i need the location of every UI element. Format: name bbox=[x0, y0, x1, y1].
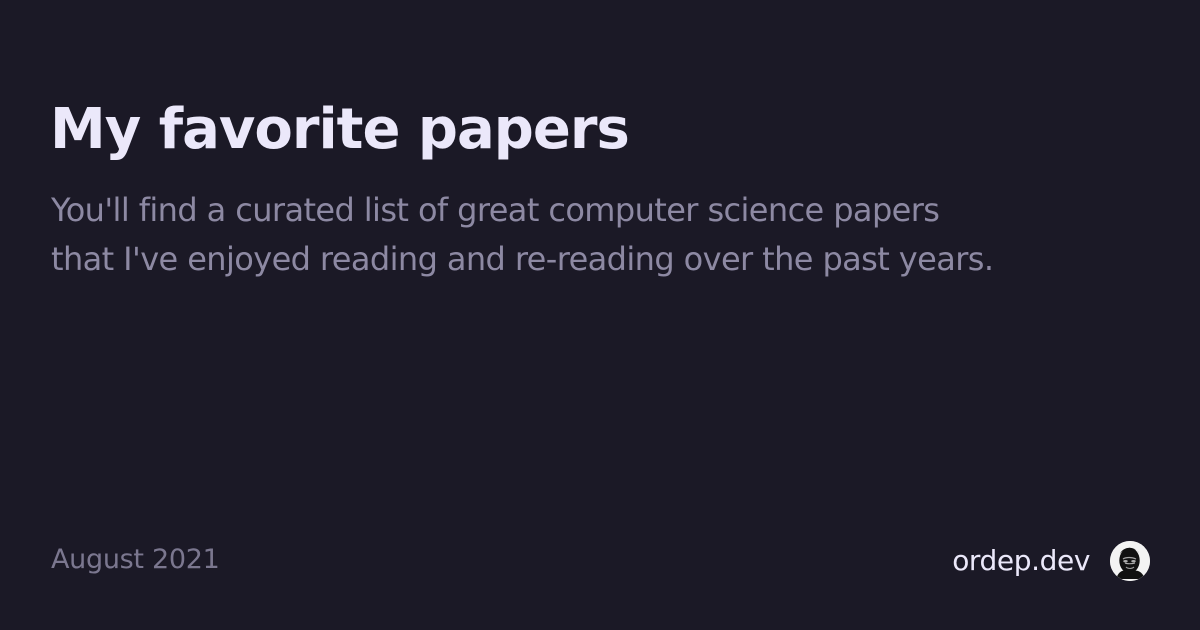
publish-date: August 2021 bbox=[51, 540, 219, 580]
site-name: ordep.dev bbox=[952, 541, 1090, 581]
author-avatar bbox=[1110, 541, 1150, 581]
page-description: You'll find a curated list of great comp… bbox=[51, 186, 1011, 284]
page-title: My favorite papers bbox=[50, 92, 629, 168]
site-link[interactable]: ordep.dev bbox=[952, 539, 1150, 583]
